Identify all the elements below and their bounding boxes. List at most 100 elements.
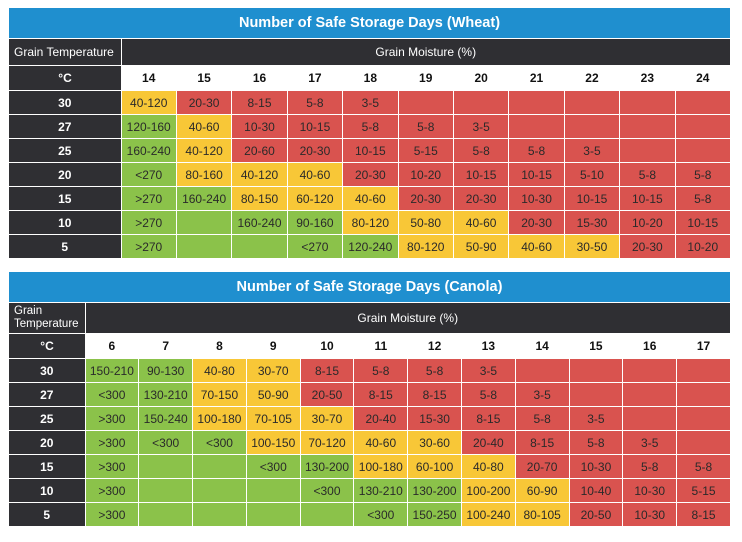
wheat-row-temperature: 20 [9,162,122,187]
storage-days-cell: 10-15 [675,210,732,235]
storage-days-cell: 130-210 [353,478,409,503]
storage-days-cell: 10-30 [231,114,288,139]
storage-days-cell [300,502,355,527]
wheat-moisture-col-header: 18 [342,65,399,91]
storage-days-cell: 20-50 [569,502,624,527]
wheat-moisture-col-header: 14 [121,65,177,91]
storage-days-cell: 130-200 [300,454,355,479]
canola-moisture-col-header: 10 [300,333,354,359]
storage-days-cell: 15-30 [407,406,462,431]
storage-days-cell: 130-210 [138,382,194,407]
storage-days-cell [619,138,676,163]
storage-days-cell: 20-30 [287,138,344,163]
table-row: 25 >300 150-240 100-180 70-105 30-70 20-40 15-3… [9,406,731,431]
storage-days-cell: 20-30 [398,186,454,211]
storage-days-cell: 20-50 [300,382,355,407]
storage-days-cell: 100-180 [353,454,409,479]
storage-days-cell: 20-60 [231,138,288,163]
storage-days-cell: 10-15 [508,162,565,187]
storage-days-cell [675,90,732,115]
storage-days-cell: >300 [85,502,140,527]
storage-days-cell: 3-5 [564,138,621,163]
storage-days-cell: 40-80 [192,358,247,383]
storage-days-cell: 60-120 [287,186,344,211]
table-row: 5 >270 <270 120-240 80-120 50-90 40-60 30-50 20-… [9,234,732,259]
table-row: 10 >270 160-240 90-160 80-120 50-80 40-60 20-30… [9,210,732,235]
table-row: 27 <300 130-210 70-150 50-90 20-50 8-15 8-15 5-8… [9,382,731,407]
storage-days-cell: 5-8 [398,114,454,139]
storage-days-cell: 100-200 [461,478,516,503]
storage-days-cell: 5-15 [398,138,454,163]
storage-days-cell: 120-160 [121,114,177,139]
storage-days-cell [569,382,624,407]
storage-days-cell: 40-120 [176,138,233,163]
storage-days-cell: 150-210 [85,358,140,383]
storage-days-cell [564,90,621,115]
storage-days-cell [622,406,678,431]
storage-days-cell: 5-8 [676,454,731,479]
storage-days-cell [569,358,624,383]
storage-days-cell [138,502,194,527]
storage-days-cell: <300 [85,382,140,407]
storage-days-cell: 80-150 [231,186,288,211]
storage-days-cell [231,234,288,259]
canola-moisture-col-header: 9 [246,333,301,359]
storage-days-cell: 40-60 [342,186,399,211]
storage-days-cell: 5-15 [676,478,731,503]
wheat-moisture-col-header: 17 [287,65,343,91]
storage-days-cell [138,478,194,503]
canola-moisture-col-header: 15 [569,333,623,359]
wheat-row-temperature: 25 [9,138,122,163]
storage-days-cell: <300 [300,478,355,503]
storage-days-cell: 10-30 [622,502,678,527]
wheat-moisture-header: Grain Moisture (%) [121,38,731,66]
storage-days-cell: 40-80 [461,454,516,479]
storage-days-cell: 5-8 [675,162,732,187]
storage-days-cell: 60-90 [515,478,570,503]
wheat-moisture-col-header: 19 [398,65,454,91]
wheat-table-title: Number of Safe Storage Days (Wheat) [9,8,731,39]
canola-moisture-col-header: 7 [138,333,193,359]
storage-days-cell [508,114,565,139]
storage-days-cell: 160-240 [121,138,177,163]
storage-days-cell: 60-100 [407,454,462,479]
storage-days-cell: 40-120 [121,90,177,115]
storage-days-cell [138,454,194,479]
storage-days-cell: 30-70 [246,358,301,383]
storage-days-cell: 50-90 [453,234,510,259]
storage-days-cell: 3-5 [453,114,510,139]
storage-days-cell: 80-120 [342,210,399,235]
storage-days-cell: 90-160 [287,210,344,235]
storage-days-cell: 10-40 [569,478,624,503]
storage-days-cell [619,90,676,115]
storage-days-cell: <300 [192,430,247,455]
storage-days-cell [676,406,731,431]
storage-days-cell: 10-30 [508,186,565,211]
storage-days-cell [508,90,565,115]
storage-days-cell: >270 [121,234,177,259]
storage-days-cell: 10-15 [287,114,344,139]
storage-days-cell: 3-5 [569,406,624,431]
storage-days-cell: 160-240 [231,210,288,235]
storage-days-cell: 130-200 [407,478,462,503]
storage-days-cell: <300 [353,502,409,527]
storage-days-cell: 80-160 [176,162,233,187]
storage-days-cell: 5-8 [569,430,624,455]
storage-days-cell: 40-60 [353,430,409,455]
wheat-moisture-col-header: 20 [453,65,509,91]
storage-days-cell: 5-8 [622,454,678,479]
canola-unit-label: °C [9,333,85,359]
canola-moisture-col-header: 8 [192,333,247,359]
storage-days-cell [619,114,676,139]
table-row: 15 >300 <300 130-200 100-180 60-100 40-80 20-70… [9,454,731,479]
storage-days-cell: 40-60 [176,114,233,139]
storage-days-cell: 40-60 [287,162,344,187]
storage-days-cell: 20-70 [515,454,570,479]
storage-days-cell: 5-8 [675,186,732,211]
storage-days-cell: 15-30 [564,210,621,235]
canola-moisture-col-header: 13 [461,333,516,359]
storage-days-cell: 90-130 [138,358,194,383]
storage-days-cell: 100-180 [192,406,247,431]
storage-days-cell [622,382,678,407]
storage-days-cell: 8-15 [407,382,462,407]
